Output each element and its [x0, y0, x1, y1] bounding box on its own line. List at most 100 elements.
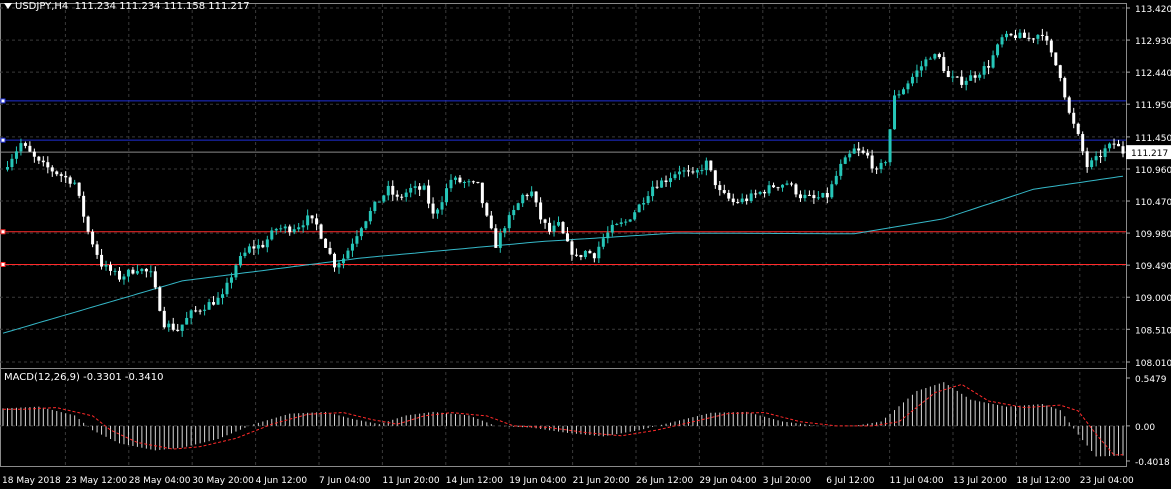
candle-body: [897, 94, 901, 96]
candle-body: [565, 233, 569, 242]
candle-body: [216, 297, 220, 305]
macd-tick-label: -0.4018: [1135, 458, 1170, 468]
candle-body: [270, 230, 274, 240]
candle-body: [834, 175, 838, 185]
time-tick-label: 18 Jul 12:00: [1016, 476, 1070, 486]
candle-body: [109, 264, 113, 271]
candle-body: [185, 317, 189, 325]
candle-body: [19, 143, 23, 152]
candle-body: [126, 269, 130, 277]
candle-body: [95, 244, 99, 255]
candle-body: [677, 171, 681, 175]
candle-body: [158, 287, 162, 311]
candle-body: [619, 222, 623, 224]
candle-body: [471, 181, 475, 183]
candle-body: [315, 218, 319, 225]
candle-body: [247, 246, 251, 253]
candle-body: [256, 244, 260, 249]
menu-arrow-icon[interactable]: [4, 3, 12, 9]
candle-body: [888, 129, 892, 163]
candle-body: [763, 191, 767, 194]
candle-body: [292, 229, 296, 233]
price-tick-label: 109.000: [1135, 294, 1171, 304]
candle-body: [1081, 134, 1085, 152]
candle-body: [601, 238, 605, 247]
time-tick-label: 23 Jul 04:00: [1080, 476, 1134, 486]
candle-body: [534, 191, 538, 203]
candle-body: [261, 244, 265, 248]
candle-body: [229, 277, 233, 283]
candle-body: [1085, 151, 1089, 168]
candle-body: [162, 310, 166, 328]
candle-body: [167, 323, 171, 328]
candle-body: [503, 228, 507, 233]
candle-body: [861, 150, 865, 153]
candle-body: [341, 258, 345, 264]
candle-body: [238, 256, 242, 266]
candle-body: [812, 195, 816, 199]
time-tick-label: 3 Jul 20:00: [763, 476, 812, 486]
candle-body: [306, 215, 310, 226]
candle-body: [857, 148, 861, 151]
candle-body: [713, 170, 717, 186]
candle-body: [879, 162, 883, 170]
candle-body: [409, 187, 413, 193]
candle-body: [350, 243, 354, 251]
candle-body: [642, 202, 646, 205]
time-tick-label: 18 May 2018: [2, 476, 61, 486]
candle-body: [55, 171, 59, 175]
candle-body: [583, 250, 587, 258]
price-tick-label: 110.960: [1135, 166, 1171, 176]
candle-body: [646, 196, 650, 203]
candle-body: [50, 167, 54, 172]
candle-body: [1031, 38, 1035, 40]
candle-body: [1063, 77, 1067, 98]
candle-body: [978, 74, 982, 78]
chart-frame: [0, 3, 1127, 467]
candle-body: [906, 83, 910, 90]
time-tick-label: 23 May 12:00: [65, 476, 127, 486]
time-tick-label: 30 May 20:00: [192, 476, 254, 486]
candle-body: [310, 215, 314, 219]
macd-tick-label: 0.00: [1135, 423, 1155, 433]
candle-body: [194, 310, 198, 312]
candle-body: [933, 54, 937, 59]
level-handle: [0, 137, 6, 143]
candle-body: [1054, 52, 1058, 66]
candle-body: [346, 250, 350, 259]
candle-body: [893, 95, 897, 130]
candle-body: [664, 180, 668, 183]
time-tick-label: 19 Jun 04:00: [509, 476, 566, 486]
candle-body: [704, 160, 708, 171]
price-tick-label: 108.010: [1135, 359, 1171, 369]
candle-body: [1045, 35, 1049, 41]
candle-body: [225, 282, 229, 295]
candle-body: [651, 186, 655, 197]
candles: [5, 28, 1125, 337]
candle-body: [709, 160, 713, 171]
candle-body: [772, 185, 776, 188]
candle-body: [615, 223, 619, 225]
candle-body: [104, 264, 108, 267]
candle-body: [453, 177, 457, 180]
candle-body: [884, 162, 888, 164]
candle-body: [987, 66, 991, 68]
candle-body: [937, 54, 941, 58]
candle-body: [404, 192, 408, 197]
price-tick-label: 109.980: [1135, 230, 1171, 240]
candle-body: [740, 198, 744, 203]
candle-body: [1018, 32, 1022, 38]
candle-body: [758, 191, 762, 194]
candle-body: [973, 75, 977, 78]
candle-body: [234, 265, 238, 278]
candle-body: [440, 202, 444, 210]
candle-body: [628, 219, 632, 222]
candle-body: [144, 268, 148, 272]
candle-body: [807, 194, 811, 196]
candle-body: [525, 194, 529, 197]
candle-body: [539, 202, 543, 220]
candle-body: [942, 57, 946, 72]
candle-body: [395, 194, 399, 197]
candle-body: [686, 170, 690, 172]
